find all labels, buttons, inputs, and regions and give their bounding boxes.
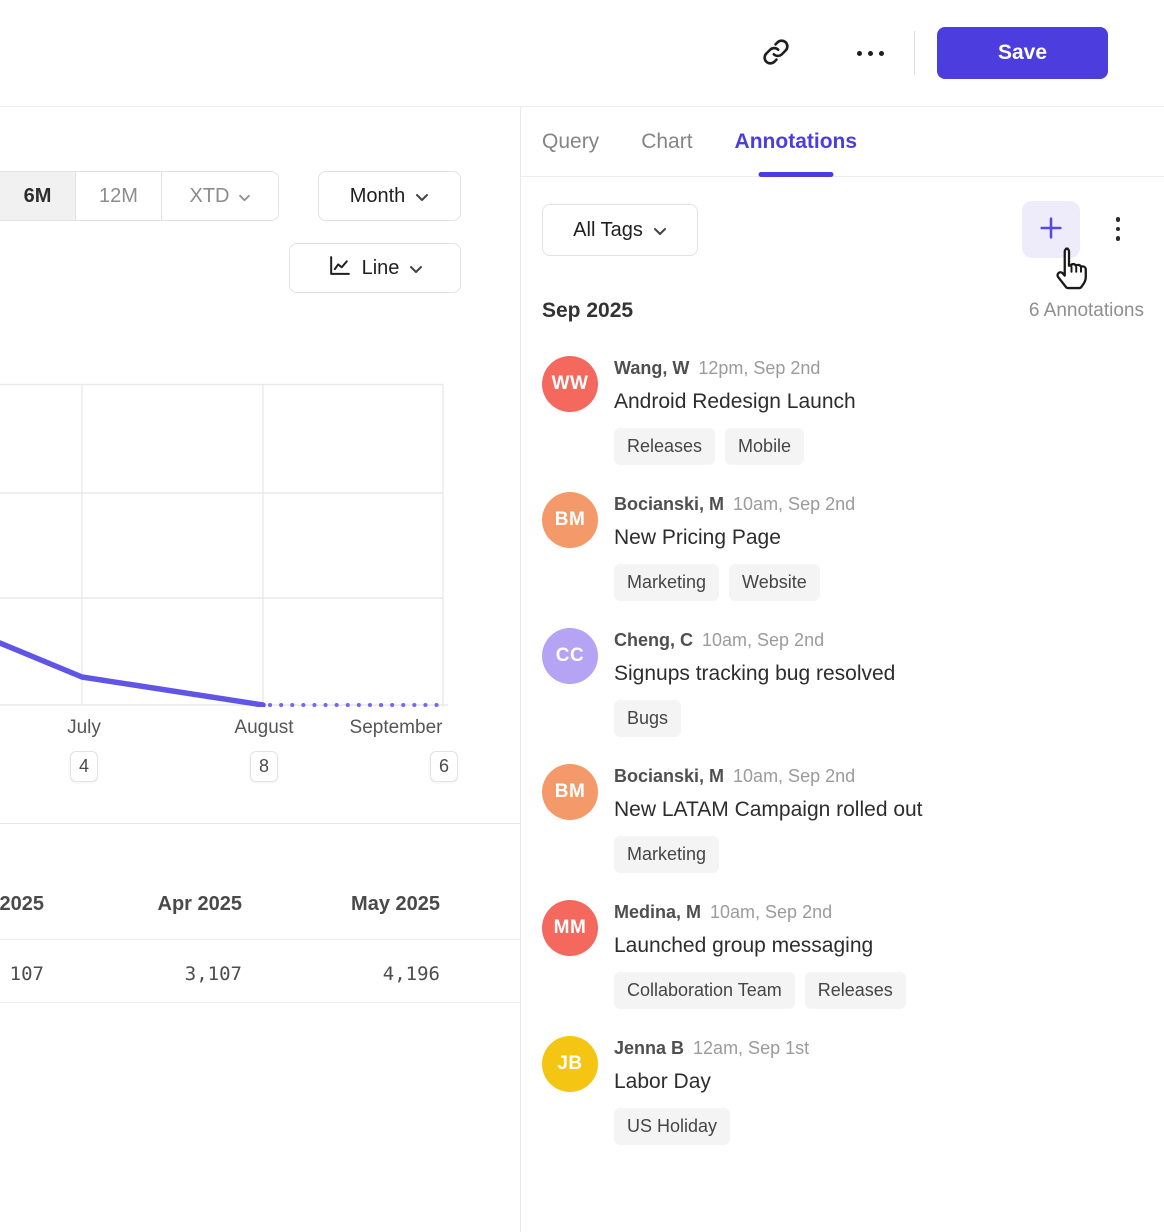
annotation-tag[interactable]: Releases <box>614 428 716 465</box>
annotation-count-badge[interactable]: 6 <box>429 751 459 782</box>
annotation-tag[interactable]: Marketing <box>614 836 720 873</box>
annotation-timestamp: 10am, Sep 2nd <box>733 766 856 786</box>
annotation-tag[interactable]: Marketing <box>614 564 720 601</box>
avatar: CC <box>542 628 598 684</box>
avatar: BM <box>542 492 598 548</box>
table-column-header: 2025 <box>0 893 44 915</box>
annotation-title[interactable]: Labor Day <box>614 1070 711 1093</box>
chevron-down-icon <box>415 185 429 208</box>
annotation-count-label: 6 Annotations <box>1028 300 1144 321</box>
table-column-header: Apr 2025 <box>157 893 243 915</box>
avatar: MM <box>542 900 598 956</box>
tab-chart[interactable]: Chart <box>641 129 693 153</box>
plus-icon <box>1037 214 1065 245</box>
annotation-item[interactable]: BM Bocianski, M 10am, Sep 2nd New Pricin… <box>542 492 1164 601</box>
annotation-tag[interactable]: Collaboration Team <box>614 972 795 1009</box>
table-cell-value: 107 <box>9 963 44 985</box>
annotation-timestamp: 10am, Sep 2nd <box>733 494 856 514</box>
line-chart[interactable] <box>0 383 460 708</box>
top-bar: Save <box>0 0 1164 107</box>
x-axis-label: August <box>234 717 294 738</box>
tab-query[interactable]: Query <box>542 129 600 153</box>
chevron-down-icon <box>653 219 667 242</box>
annotations-heading-row: Sep 2025 6 Annotations <box>521 299 1164 323</box>
annotation-author: Cheng, C <box>614 630 693 650</box>
annotations-panel: Query Chart Annotations All Tags <box>520 107 1164 1232</box>
x-axis-label: September <box>349 717 443 738</box>
chart-panel: 6M 12M XTD Month Line <box>0 107 520 1232</box>
annotations-menu-button[interactable] <box>1107 214 1129 244</box>
date-range-segmented-control: 6M 12M XTD <box>0 171 279 221</box>
avatar: BM <box>542 764 598 820</box>
annotation-author: Bocianski, M <box>614 494 725 514</box>
avatar: WW <box>542 356 598 412</box>
chart-type-dropdown[interactable]: Line <box>289 243 461 293</box>
annotation-item[interactable]: CC Cheng, C 10am, Sep 2nd Signups tracki… <box>542 628 1164 737</box>
link-icon <box>761 37 791 70</box>
range-6m-button[interactable]: 6M <box>0 172 75 220</box>
table-column-header: May 2025 <box>351 893 440 915</box>
copy-link-button[interactable] <box>761 37 791 70</box>
table-rule <box>0 939 520 940</box>
range-xtd-button[interactable]: XTD <box>161 172 278 220</box>
chart-grid <box>0 383 448 707</box>
annotation-tag[interactable]: Website <box>729 564 820 601</box>
annotation-timestamp: 10am, Sep 2nd <box>710 902 833 922</box>
annotation-author: Wang, W <box>614 358 690 378</box>
chevron-down-icon <box>238 185 251 208</box>
annotation-item[interactable]: WW Wang, W 12pm, Sep 2nd Android Redesig… <box>542 356 1164 465</box>
month-heading: Sep 2025 <box>542 299 634 322</box>
chevron-down-icon <box>409 257 423 280</box>
chart-series-line <box>0 640 266 708</box>
annotation-tag[interactable]: Releases <box>804 972 906 1009</box>
table-cell-value: 3,107 <box>184 963 242 985</box>
annotation-author: Medina, M <box>614 902 702 922</box>
annotation-tag[interactable]: Bugs <box>614 700 682 737</box>
kebab-icon <box>1115 217 1121 222</box>
table-cell-value: 4,196 <box>382 963 440 985</box>
annotation-timestamp: 12am, Sep 1st <box>693 1038 810 1058</box>
granularity-dropdown[interactable]: Month <box>318 171 461 221</box>
tab-annotations[interactable]: Annotations <box>735 107 857 177</box>
toolbar-divider <box>914 31 915 75</box>
annotations-toolbar: All Tags <box>521 177 1164 290</box>
ellipsis-icon <box>857 50 862 56</box>
panel-tabs: Query Chart Annotations <box>521 107 1164 177</box>
annotation-timestamp: 10am, Sep 2nd <box>702 630 825 650</box>
panel-divider <box>0 823 520 824</box>
annotation-title[interactable]: New Pricing Page <box>614 526 781 549</box>
save-button[interactable]: Save <box>937 27 1108 79</box>
annotation-item[interactable]: BM Bocianski, M 10am, Sep 2nd New LATAM … <box>542 764 1164 873</box>
avatar: JB <box>542 1036 598 1092</box>
annotation-count-badge[interactable]: 8 <box>249 751 279 782</box>
annotation-title[interactable]: Signups tracking bug resolved <box>614 662 896 685</box>
x-axis-label: July <box>67 717 101 738</box>
annotation-title[interactable]: Android Redesign Launch <box>614 390 856 413</box>
annotation-author: Jenna B <box>614 1038 685 1058</box>
annotation-tag[interactable]: US Holiday <box>614 1108 731 1145</box>
annotation-item[interactable]: JB Jenna B 12am, Sep 1st Labor Day US Ho… <box>542 1036 1164 1145</box>
more-options-button[interactable] <box>857 50 884 56</box>
add-annotation-button[interactable] <box>1022 201 1080 258</box>
range-12m-button[interactable]: 12M <box>75 172 161 220</box>
line-chart-icon <box>327 253 352 284</box>
annotation-title[interactable]: Launched group messaging <box>614 934 874 957</box>
annotation-list: WW Wang, W 12pm, Sep 2nd Android Redesig… <box>521 356 1164 1145</box>
annotation-tag[interactable]: Mobile <box>725 428 805 465</box>
annotation-title[interactable]: New LATAM Campaign rolled out <box>614 798 923 821</box>
table-rule <box>0 1002 520 1003</box>
annotation-count-badge[interactable]: 4 <box>69 751 99 782</box>
annotation-item[interactable]: MM Medina, M 10am, Sep 2nd Launched grou… <box>542 900 1164 1009</box>
active-tab-underline <box>758 171 834 177</box>
annotation-author: Bocianski, M <box>614 766 725 786</box>
all-tags-dropdown[interactable]: All Tags <box>542 204 698 256</box>
annotation-timestamp: 12pm, Sep 2nd <box>698 358 821 378</box>
